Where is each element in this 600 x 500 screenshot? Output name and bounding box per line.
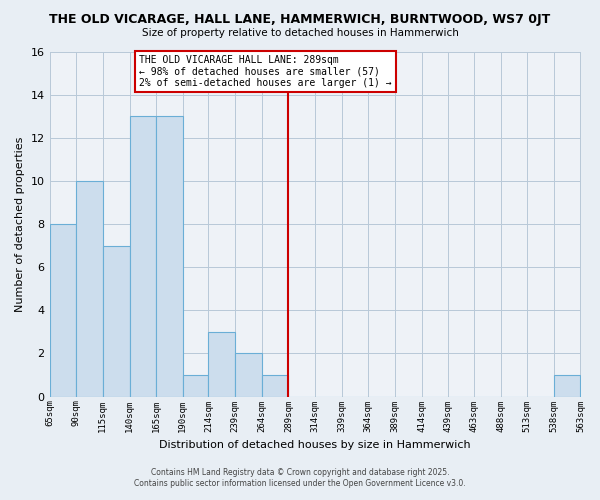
X-axis label: Distribution of detached houses by size in Hammerwich: Distribution of detached houses by size … xyxy=(159,440,471,450)
Bar xyxy=(130,116,156,396)
Bar xyxy=(50,224,76,396)
Bar xyxy=(554,375,580,396)
Text: Size of property relative to detached houses in Hammerwich: Size of property relative to detached ho… xyxy=(142,28,458,38)
Bar xyxy=(262,375,289,396)
Bar xyxy=(156,116,183,396)
Bar xyxy=(208,332,235,396)
Bar xyxy=(76,181,103,396)
Y-axis label: Number of detached properties: Number of detached properties xyxy=(15,136,25,312)
Text: THE OLD VICARAGE HALL LANE: 289sqm
← 98% of detached houses are smaller (57)
2% : THE OLD VICARAGE HALL LANE: 289sqm ← 98%… xyxy=(139,54,392,88)
Bar xyxy=(183,375,208,396)
Bar xyxy=(235,354,262,397)
Text: Contains HM Land Registry data © Crown copyright and database right 2025.
Contai: Contains HM Land Registry data © Crown c… xyxy=(134,468,466,487)
Text: THE OLD VICARAGE, HALL LANE, HAMMERWICH, BURNTWOOD, WS7 0JT: THE OLD VICARAGE, HALL LANE, HAMMERWICH,… xyxy=(49,12,551,26)
Bar xyxy=(103,246,130,396)
